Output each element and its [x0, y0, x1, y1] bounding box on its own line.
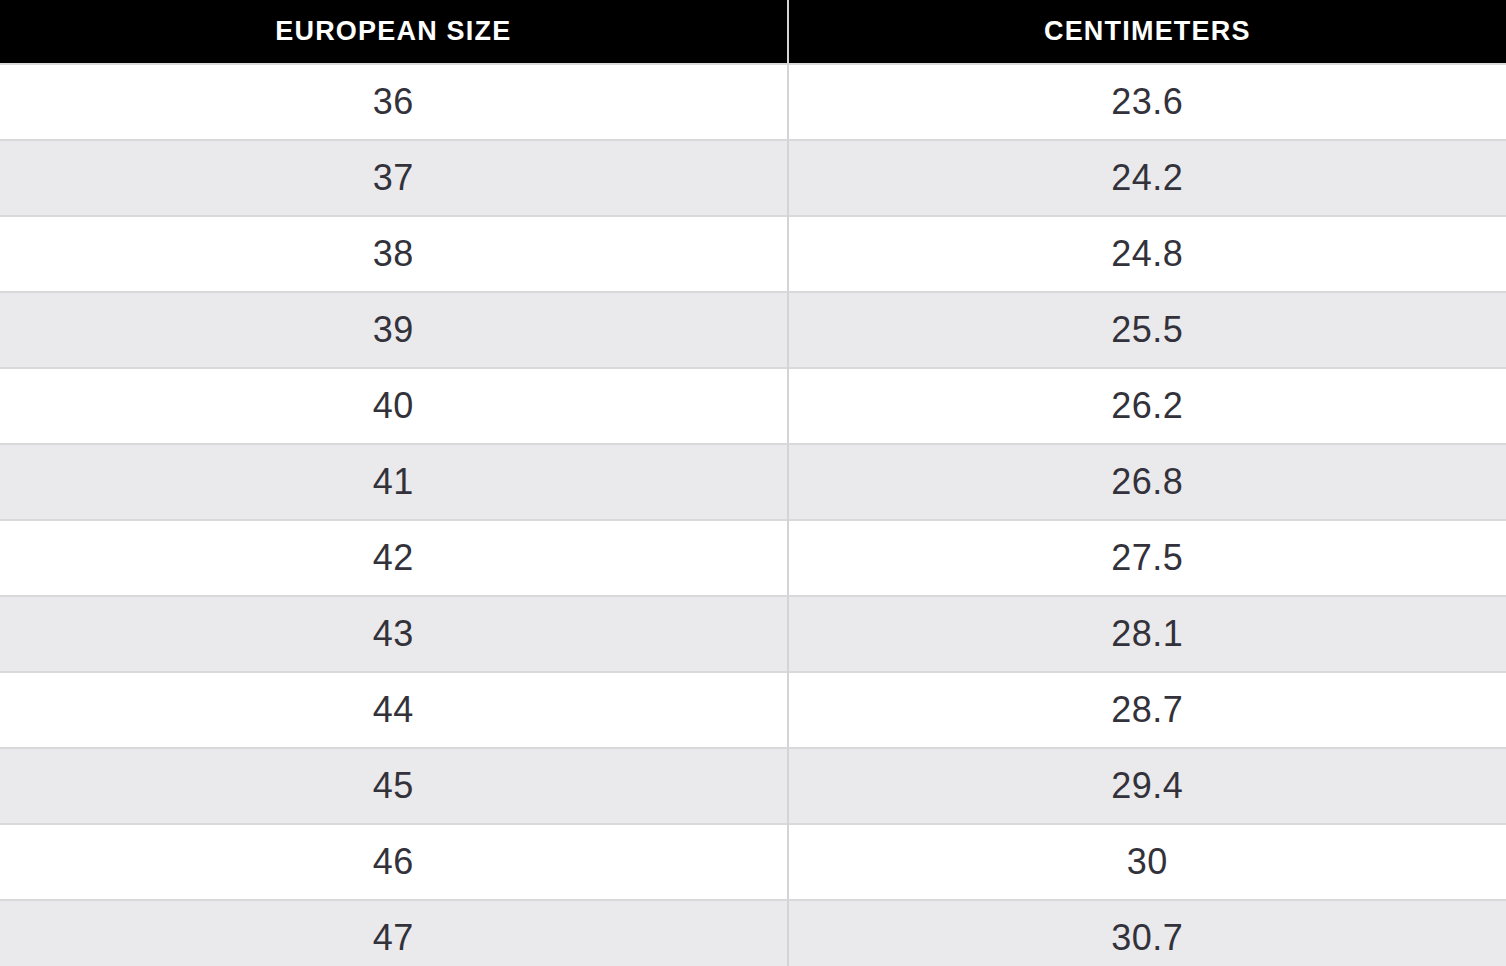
- table-row: 43 28.1: [0, 596, 1506, 672]
- table-row: 39 25.5: [0, 292, 1506, 368]
- header-cell-european-size: EUROPEAN SIZE: [0, 0, 788, 64]
- cm-cell: 24.2: [788, 140, 1506, 216]
- table-row: 46 30: [0, 824, 1506, 900]
- size-cell: 37: [0, 140, 788, 216]
- cm-cell: 23.6: [788, 64, 1506, 140]
- cm-cell: 28.1: [788, 596, 1506, 672]
- table-row: 45 29.4: [0, 748, 1506, 824]
- cm-cell: 30.7: [788, 900, 1506, 966]
- table-row: 41 26.8: [0, 444, 1506, 520]
- table-header: EUROPEAN SIZE CENTIMETERS: [0, 0, 1506, 64]
- size-conversion-table: EUROPEAN SIZE CENTIMETERS 36 23.6 37 24.…: [0, 0, 1506, 966]
- header-cell-centimeters: CENTIMETERS: [788, 0, 1506, 64]
- table-row: 42 27.5: [0, 520, 1506, 596]
- size-cell: 44: [0, 672, 788, 748]
- size-cell: 40: [0, 368, 788, 444]
- table-row: 38 24.8: [0, 216, 1506, 292]
- table-body: 36 23.6 37 24.2 38 24.8 39 25.5 40 26.2 …: [0, 64, 1506, 966]
- size-cell: 41: [0, 444, 788, 520]
- cm-cell: 26.2: [788, 368, 1506, 444]
- table-row: 40 26.2: [0, 368, 1506, 444]
- size-cell: 39: [0, 292, 788, 368]
- cm-cell: 28.7: [788, 672, 1506, 748]
- size-cell: 47: [0, 900, 788, 966]
- cm-cell: 29.4: [788, 748, 1506, 824]
- size-cell: 46: [0, 824, 788, 900]
- table-row: 47 30.7: [0, 900, 1506, 966]
- table-row: 44 28.7: [0, 672, 1506, 748]
- cm-cell: 26.8: [788, 444, 1506, 520]
- cm-cell: 25.5: [788, 292, 1506, 368]
- table-row: 36 23.6: [0, 64, 1506, 140]
- table-row: 37 24.2: [0, 140, 1506, 216]
- size-cell: 36: [0, 64, 788, 140]
- cm-cell: 27.5: [788, 520, 1506, 596]
- cm-cell: 24.8: [788, 216, 1506, 292]
- size-cell: 43: [0, 596, 788, 672]
- size-cell: 38: [0, 216, 788, 292]
- header-row: EUROPEAN SIZE CENTIMETERS: [0, 0, 1506, 64]
- cm-cell: 30: [788, 824, 1506, 900]
- size-cell: 42: [0, 520, 788, 596]
- size-cell: 45: [0, 748, 788, 824]
